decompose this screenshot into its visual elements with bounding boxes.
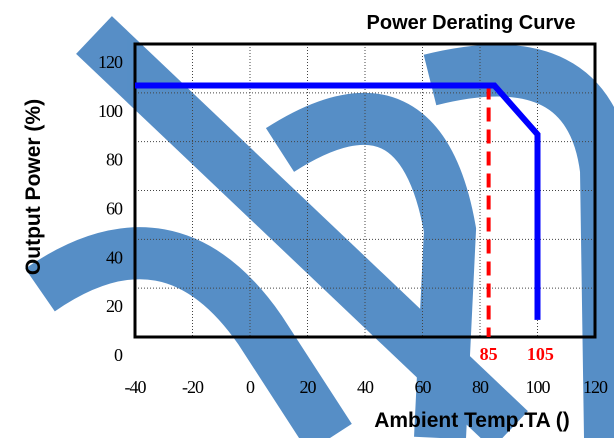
x-tick-label: -20 bbox=[182, 377, 204, 397]
y-tick-label: 100 bbox=[98, 101, 123, 121]
watermark-stroke-3 bbox=[265, 92, 477, 438]
annotation-105: 105 bbox=[527, 344, 554, 364]
watermark-stroke-4 bbox=[423, 44, 614, 438]
x-tick-label: -40 bbox=[125, 377, 147, 397]
watermark-stroke-2 bbox=[25, 227, 352, 438]
x-axis-label: Ambient Temp.TA () bbox=[374, 409, 570, 432]
y-tick-label: 120 bbox=[98, 52, 123, 72]
x-tick-label: 20 bbox=[300, 377, 317, 397]
y-tick-label: 60 bbox=[106, 199, 123, 219]
y-tick-label: 40 bbox=[106, 247, 123, 267]
y-tick-labels: 0 20 40 60 80 100 120 bbox=[98, 52, 124, 365]
y-tick-label: 80 bbox=[106, 150, 123, 170]
y-tick-label: 20 bbox=[106, 296, 123, 316]
watermark-logo bbox=[25, 16, 614, 438]
x-tick-label: 80 bbox=[472, 377, 489, 397]
grid bbox=[135, 44, 595, 337]
x-tick-label: 120 bbox=[583, 377, 608, 397]
chart-title: Power Derating Curve bbox=[367, 12, 576, 34]
annotation-85: 85 bbox=[480, 344, 498, 364]
x-tick-label: 0 bbox=[246, 377, 255, 397]
plot-frame bbox=[133, 42, 597, 339]
y-axis-label: Output Power (%) bbox=[22, 99, 45, 275]
x-tick-labels: -40 -20 0 20 40 60 80 100 120 bbox=[125, 377, 610, 397]
derating-series-line bbox=[135, 82, 541, 320]
x-tick-label: 60 bbox=[415, 377, 432, 397]
x-tick-label: 100 bbox=[526, 377, 551, 397]
x-tick-label: 40 bbox=[357, 377, 374, 397]
y-tick-label: 0 bbox=[114, 345, 123, 365]
